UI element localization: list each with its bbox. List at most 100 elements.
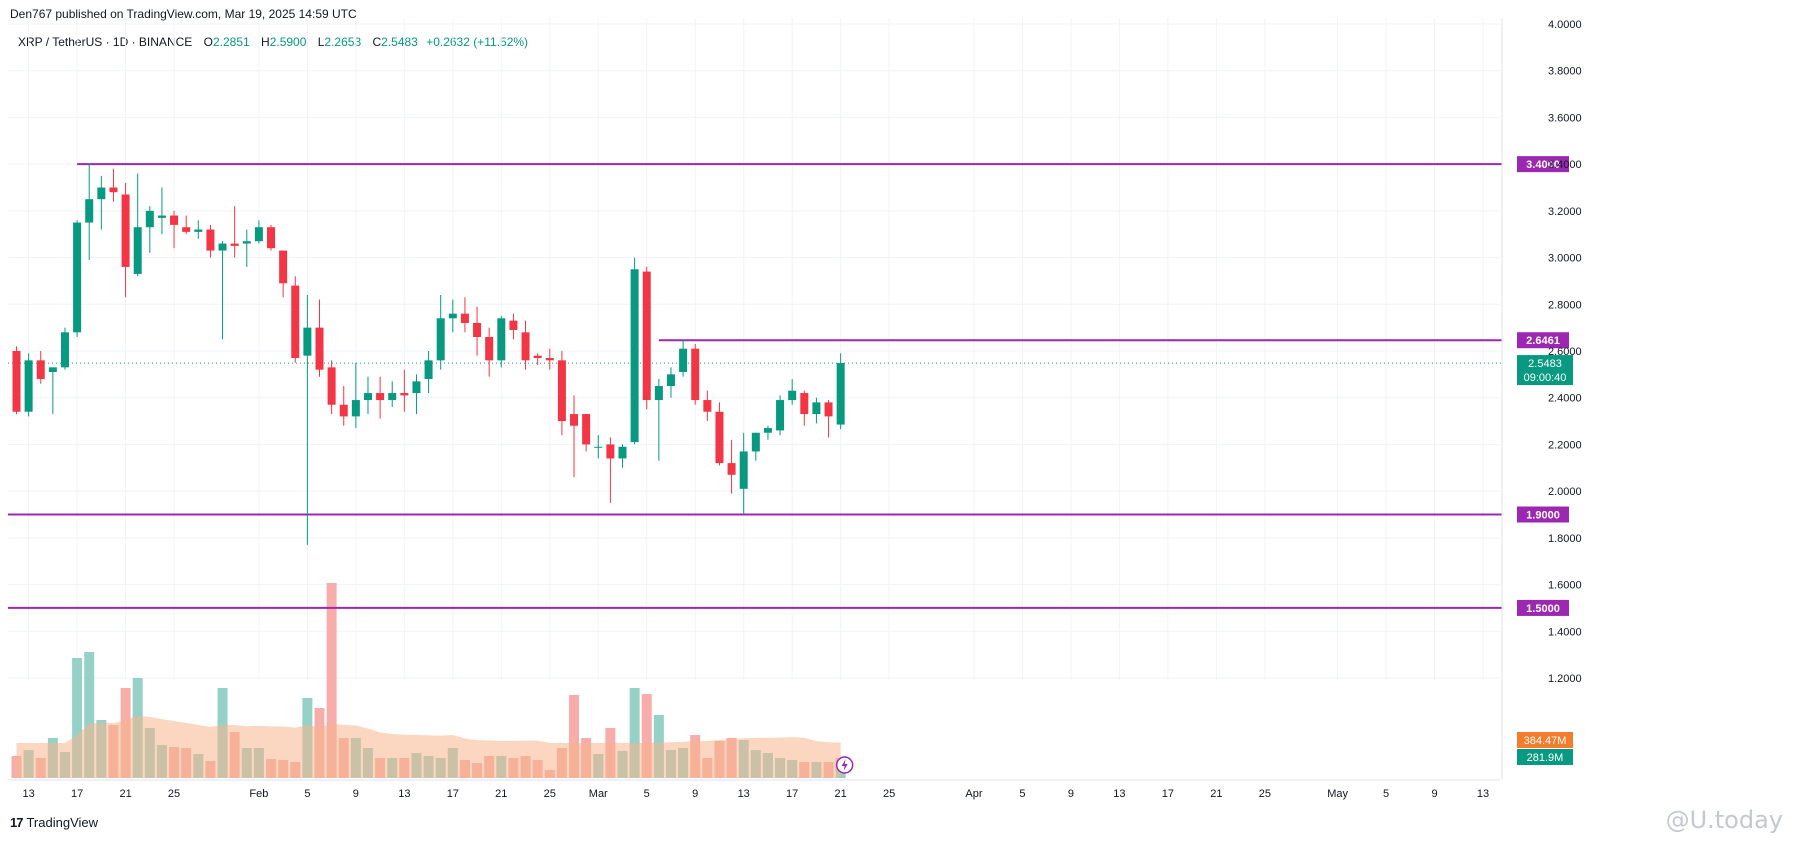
- candle-down: [509, 320, 518, 330]
- y-tick-label: 1.4000: [1548, 626, 1582, 638]
- x-tick-label: May: [1327, 788, 1348, 800]
- candle-down: [485, 336, 494, 361]
- volume-ma-label: 384.47M: [1524, 735, 1567, 747]
- open-value: 2.2851: [212, 35, 250, 49]
- volume-bar: [84, 652, 95, 778]
- candle-down: [533, 355, 542, 359]
- tradingview-logo[interactable]: 17 TradingView: [10, 815, 98, 830]
- candles: [12, 164, 845, 545]
- candle-down: [460, 313, 469, 323]
- x-tick-label: Feb: [249, 788, 268, 800]
- x-tick-label: 13: [398, 788, 410, 800]
- candle-up: [24, 360, 33, 412]
- y-tick-label: 4.0000: [1548, 19, 1582, 31]
- x-tick-label: Apr: [965, 788, 982, 800]
- candle-down: [715, 411, 724, 464]
- publish-caption: Den767 published on TradingView.com, Mar…: [10, 7, 357, 21]
- x-tick-label: Mar: [589, 788, 608, 800]
- y-tick-label: 3.8000: [1548, 66, 1582, 78]
- volume-bar: [641, 694, 652, 778]
- x-tick-label: 21: [495, 788, 507, 800]
- axes: 4.0000 3.8000 3.6000 3.4000 3.2000 3.0000 2.80…: [8, 18, 1582, 800]
- candle-up: [218, 243, 227, 251]
- candle-down: [557, 360, 566, 422]
- candle-down: [315, 327, 324, 370]
- candle-up: [73, 222, 82, 333]
- candle-down: [473, 322, 482, 337]
- volume-last-badge: [1517, 749, 1573, 765]
- volume-bar: [629, 688, 640, 778]
- y-tick-label: 2.4000: [1548, 393, 1582, 405]
- candle-up: [97, 187, 106, 200]
- candle-up: [133, 227, 142, 274]
- x-tick-label: 5: [1019, 788, 1025, 800]
- y-tick-label: 2.2000: [1548, 439, 1582, 451]
- symbol-name[interactable]: XRP / TetherUS · 1D · BINANCE: [18, 35, 193, 49]
- candle-up: [436, 318, 445, 361]
- y-tick-label: 1.8000: [1548, 533, 1582, 545]
- candle-up: [448, 313, 457, 319]
- candle-up: [254, 227, 263, 242]
- low-label: L: [317, 35, 325, 49]
- candle-up: [85, 199, 94, 223]
- y-tick-label: 3.6000: [1548, 112, 1582, 124]
- x-tick-label: 17: [1162, 788, 1174, 800]
- x-tick-label: 9: [1431, 788, 1437, 800]
- candle-down: [376, 393, 385, 401]
- volume-pane: [11, 583, 846, 778]
- volume-bar: [72, 658, 83, 778]
- candle-up: [836, 363, 845, 425]
- y-tick-label: 3.2000: [1548, 206, 1582, 218]
- y-tick-label: 2.8000: [1548, 299, 1582, 311]
- candle-up: [788, 390, 797, 401]
- candle-down: [606, 444, 615, 459]
- x-tick-label: 17: [447, 788, 459, 800]
- candle-up: [157, 215, 166, 218]
- x-tick-label: 21: [835, 788, 847, 800]
- candle-up: [303, 327, 312, 356]
- x-tick-label: 13: [738, 788, 750, 800]
- candle-up: [666, 374, 675, 387]
- candle-down: [727, 463, 736, 475]
- x-tick-label: 5: [644, 788, 650, 800]
- candle-up: [48, 367, 57, 373]
- high-value: 2.5900: [269, 35, 307, 49]
- level-label: 1.5000: [1526, 603, 1560, 615]
- x-tick-label: 9: [353, 788, 359, 800]
- level-badge: [1517, 506, 1569, 523]
- candle-up: [594, 446, 603, 448]
- candle-up: [751, 432, 760, 452]
- x-tick-label: 25: [883, 788, 895, 800]
- x-tick-label: 21: [119, 788, 131, 800]
- x-tick-label: 13: [1477, 788, 1489, 800]
- x-tick-label: 25: [168, 788, 180, 800]
- horizontal-levels: 3.4000 2.6461 1.9000 1.5000 2.5483 09:00:40 38…: [8, 156, 1573, 774]
- candle-up: [739, 451, 748, 489]
- level-badge: [1517, 156, 1569, 173]
- candle-down: [570, 414, 579, 426]
- candle-down: [170, 215, 179, 225]
- candle-up: [630, 269, 639, 443]
- candle-down: [12, 351, 21, 412]
- close-label: C: [372, 35, 382, 49]
- tradingview-mark-icon: 17: [10, 815, 24, 830]
- x-tick-label: 25: [544, 788, 556, 800]
- level-label: 3.4000: [1526, 159, 1560, 171]
- utoday-watermark: @U.today: [1665, 806, 1783, 834]
- x-tick-label: 13: [1113, 788, 1125, 800]
- candle-down: [327, 367, 336, 405]
- candle-up: [812, 402, 821, 415]
- open-label: O: [203, 35, 213, 49]
- candle-down: [642, 271, 651, 401]
- candle-up: [412, 381, 421, 394]
- candle-up: [145, 210, 154, 228]
- candle-down: [279, 250, 288, 284]
- last-price-badge: [1517, 355, 1573, 386]
- candle-up: [763, 428, 772, 433]
- candle-down: [339, 404, 348, 417]
- candle-up: [351, 400, 360, 417]
- candle-down: [121, 194, 130, 267]
- candle-down: [691, 348, 700, 401]
- candle-up: [242, 241, 251, 244]
